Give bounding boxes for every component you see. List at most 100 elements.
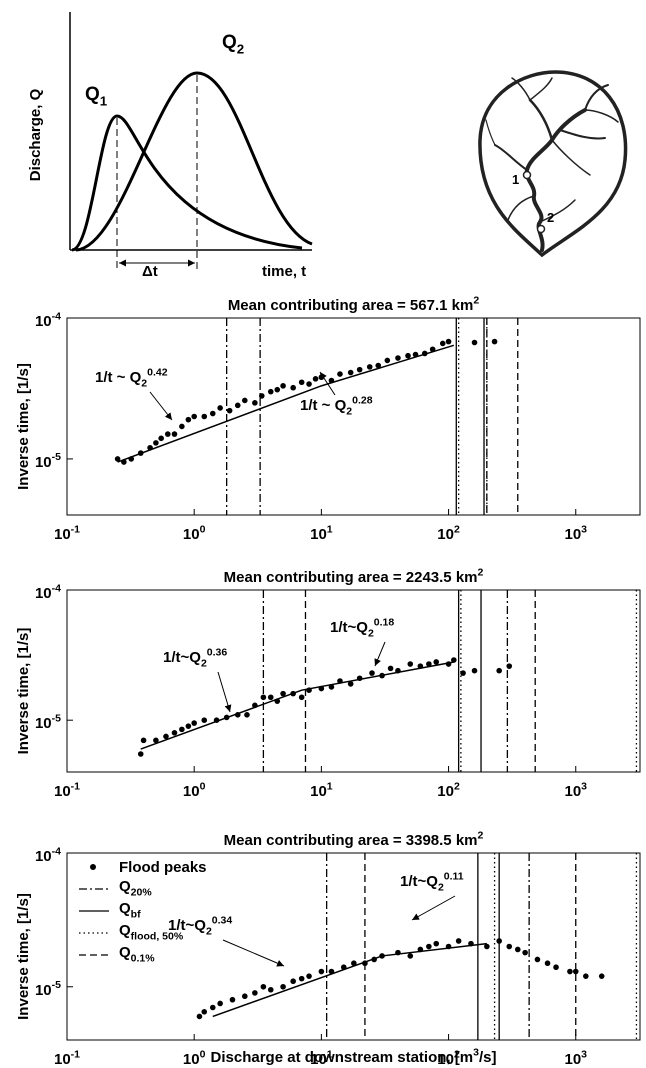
flood-peak xyxy=(306,973,312,979)
flood-peak xyxy=(471,339,478,346)
flood-peak xyxy=(426,943,432,950)
flood-peak xyxy=(506,663,513,669)
hydrograph-1 xyxy=(71,114,303,252)
annotation-arrow xyxy=(374,641,386,667)
flood-peak xyxy=(252,990,258,996)
flood-peak xyxy=(417,946,424,953)
x-tick-label: 102 xyxy=(437,523,460,543)
flood-peak xyxy=(417,663,424,669)
flood-peak xyxy=(298,975,305,982)
flood-peak xyxy=(468,940,474,947)
flood-peak xyxy=(223,714,230,721)
flood-peak xyxy=(328,684,335,690)
x-tick-label: 10-1 xyxy=(54,780,80,800)
flood-peak xyxy=(137,450,144,456)
flood-peak xyxy=(567,968,573,975)
flood-peak xyxy=(306,687,312,693)
flood-peak xyxy=(185,723,192,729)
x-axis-label: Discharge at downstream station, [m3/s] xyxy=(211,1046,497,1066)
flood-peak xyxy=(171,730,178,736)
flood-peak xyxy=(185,416,192,423)
flood-peak xyxy=(379,672,385,679)
flood-peak xyxy=(147,444,153,451)
flood-peak xyxy=(128,456,135,462)
flood-peak xyxy=(318,968,325,975)
x-tick-label: 103 xyxy=(564,1048,587,1068)
flood-peak xyxy=(171,431,178,437)
chart-title: Mean contributing area = 3398.5 km2 xyxy=(224,829,484,849)
flood-peak xyxy=(274,698,281,704)
flood-peak xyxy=(356,675,363,682)
flood-peak xyxy=(226,407,233,414)
flood-peak xyxy=(201,1008,208,1015)
hydrograph-2 xyxy=(75,71,313,252)
flood-peak xyxy=(421,350,428,357)
legend-label: Q20% xyxy=(119,878,152,899)
flood-peak xyxy=(337,678,343,684)
flood-peak xyxy=(387,665,394,672)
annotation: 1/t~Q20.36 xyxy=(163,646,227,669)
flood-peak xyxy=(451,657,457,663)
flood-peak xyxy=(137,751,144,757)
legend-label: Qflood, 50% xyxy=(119,922,184,943)
annotation-arrow xyxy=(222,939,285,967)
flood-peak xyxy=(201,413,208,420)
flood-peak xyxy=(252,400,258,406)
flood-peak xyxy=(258,393,265,399)
x-tick-label: 101 xyxy=(310,523,333,543)
flood-peak xyxy=(290,384,296,391)
flood-peak xyxy=(213,717,220,723)
flood-peak xyxy=(217,405,223,411)
flood-peak xyxy=(347,681,354,687)
x-tick-label: 10-1 xyxy=(54,1048,80,1068)
x-tick-label: 100 xyxy=(183,1048,206,1068)
flood-peak xyxy=(460,670,466,676)
flood-peak xyxy=(290,978,296,985)
flood-peak xyxy=(491,338,498,345)
flood-peak xyxy=(114,456,121,462)
flood-peak xyxy=(306,381,312,387)
flood-peak xyxy=(260,983,267,990)
chart: Mean contributing area = 3398.5 km2 Inver… xyxy=(15,829,641,1068)
y-axis-label: Inverse time, [1/s] xyxy=(15,628,32,755)
flood-peak xyxy=(252,702,258,709)
flood-peak xyxy=(405,352,411,359)
y-axis-label: Inverse time, [1/s] xyxy=(15,893,32,1020)
flood-peak xyxy=(158,435,164,442)
x-tick-label: 102 xyxy=(437,780,460,800)
flood-peak xyxy=(379,953,385,959)
flood-peak xyxy=(201,717,208,723)
flood-peak xyxy=(598,973,605,979)
flood-peak xyxy=(191,720,197,726)
flood-peak xyxy=(234,712,241,718)
annotation: 1/t ~ Q20.42 xyxy=(95,366,168,389)
plot-frame xyxy=(66,589,641,773)
flood-peak xyxy=(267,986,274,993)
y-tick-label: 10-4 xyxy=(35,310,61,330)
annotation: 1/t ~ Q20.28 xyxy=(300,394,373,417)
flood-peak xyxy=(209,410,216,417)
fit-line xyxy=(212,942,487,1018)
schematic: Discharge, Q Q1 Q2 Δt time, t 1 2 xyxy=(27,12,628,280)
annotation-arrow xyxy=(411,895,456,921)
flood-peak xyxy=(163,733,169,740)
x-tick-label: 103 xyxy=(564,523,587,543)
legend-label: Qbf xyxy=(119,900,141,921)
y-tick-label: 10-4 xyxy=(35,582,61,602)
station-label: 2 xyxy=(547,210,554,225)
flood-peak xyxy=(267,694,274,701)
chart-title: Mean contributing area = 567.1 km2 xyxy=(228,294,480,314)
curve-label: Q2 xyxy=(222,32,244,57)
flood-peak xyxy=(328,377,335,384)
annotation: 1/t~Q20.34 xyxy=(168,914,232,937)
flood-peak xyxy=(318,685,325,692)
flood-peak xyxy=(267,388,274,395)
annotation-arrow xyxy=(149,391,173,421)
flood-peak xyxy=(164,431,171,437)
flood-peak xyxy=(328,968,335,975)
flood-peak xyxy=(553,964,559,971)
flood-peak xyxy=(280,690,286,697)
flood-peak xyxy=(280,983,286,990)
flood-peak xyxy=(496,938,502,944)
